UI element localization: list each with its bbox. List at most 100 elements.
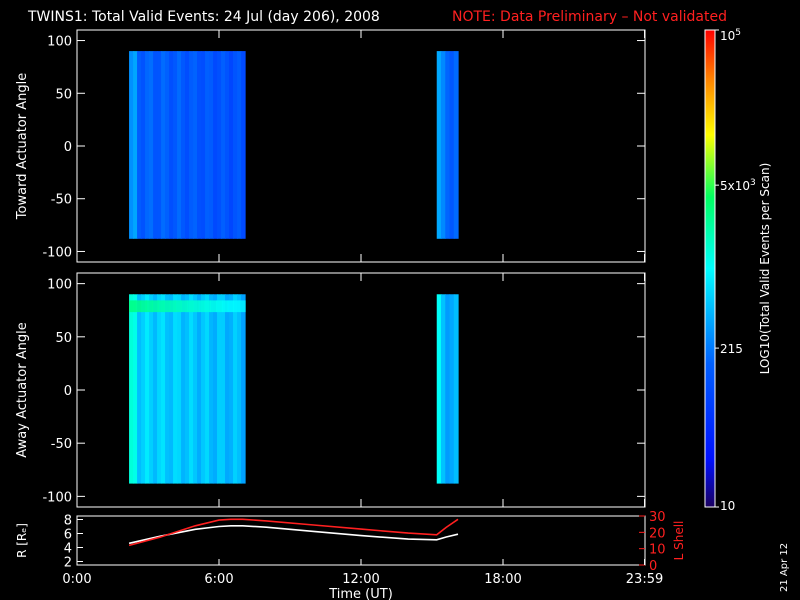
heatmap-column (193, 51, 198, 239)
heatmap-column (169, 51, 174, 239)
heatmap-column (221, 294, 226, 484)
y2-tick-label: 0 (649, 559, 657, 574)
heatmap-column (237, 294, 242, 484)
heatmap-column (157, 51, 162, 239)
x-tick-label: 6:00 (204, 572, 233, 587)
heatmap-column (133, 51, 138, 239)
heatmap-column (141, 51, 146, 239)
y-tick-label: 0 (64, 384, 72, 399)
heatmap-column (436, 51, 442, 239)
heatmap-column (229, 51, 234, 239)
y-tick-label: 6 (64, 528, 72, 543)
hot-band-cell (129, 300, 136, 313)
heatmap-column (213, 51, 218, 239)
y-tick-label: -100 (42, 490, 72, 505)
y-axis-label: Toward Actuator Angle (15, 73, 30, 220)
heatmap-column (165, 51, 170, 239)
toward-actuator-panel: -100 -50 0 50 100 Toward Actuator Angle (15, 29, 646, 263)
heatmap-column (137, 294, 142, 484)
hot-band-cell (140, 300, 148, 313)
y-tick-label: 100 (47, 278, 72, 293)
heatmap-column (173, 294, 178, 484)
hot-band-cell (134, 300, 142, 313)
colorbar-title: LOG10(Total Valid Events per Scan) (758, 163, 772, 375)
heatmap-block-1 (436, 51, 459, 239)
hot-band-cell (221, 300, 229, 313)
y-tick-label: -50 (51, 437, 72, 452)
y2-tick-label: 30 (649, 510, 666, 525)
heatmap-column (233, 51, 238, 239)
heatmap-block-0 (129, 51, 246, 239)
heatmap-column (145, 51, 150, 239)
hot-band-cell (198, 300, 206, 313)
date-stamp: 21 Apr 12 (779, 543, 790, 592)
heatmap-column (149, 294, 154, 484)
heatmap-column (129, 294, 134, 484)
heatmap-column (137, 51, 142, 239)
heatmap-column (445, 294, 451, 484)
heatmap-column (225, 51, 230, 239)
heatmap-column (205, 51, 210, 239)
x-axis-label: Time (UT) (328, 587, 393, 600)
y2-axis-label: L Shell (672, 521, 686, 561)
hot-band-cell (204, 300, 211, 313)
heatmap-column (197, 294, 202, 484)
heatmap-column (209, 294, 214, 484)
heatmap-column (209, 51, 214, 239)
heatmap-column (440, 294, 446, 484)
hot-band-cell (192, 300, 200, 313)
heatmap-column (233, 294, 238, 484)
colorbar-tick-label: 10 (720, 499, 735, 513)
y-axis-label: R [Rₑ] (15, 523, 29, 558)
y-tick-label: 4 (64, 542, 72, 557)
heatmap-column (185, 51, 190, 239)
heatmap-column (197, 51, 202, 239)
y-tick-label: -50 (51, 193, 72, 208)
hot-band-cell (239, 300, 246, 313)
hot-band-cell (169, 300, 177, 313)
heatmap-column (129, 51, 134, 239)
heatmap-column (169, 294, 174, 484)
hot-band-cell (152, 300, 159, 313)
heatmap-column (217, 51, 222, 239)
heatmap-column (453, 51, 459, 239)
y-tick-label: 100 (47, 35, 72, 50)
heatmap-column (201, 51, 206, 239)
heatmap-column (189, 294, 194, 484)
heatmap-column (449, 294, 455, 484)
heatmap-column (205, 294, 210, 484)
hot-band-cell (210, 300, 217, 313)
y-tick-label: 50 (55, 87, 72, 102)
y2-tick-label: 20 (649, 526, 666, 541)
colorbar-tick-label: 105 (720, 28, 741, 43)
away-actuator-panel: -100 -50 0 50 100 Away Actuator Angle (15, 272, 646, 508)
heatmap-column (241, 51, 246, 239)
heatmap-column (153, 294, 158, 484)
heatmap-column (193, 294, 198, 484)
heatmap-column (185, 294, 190, 484)
colorbar-tick-label: 5x103 (720, 178, 756, 193)
y-tick-label: -100 (42, 245, 72, 260)
hot-band-cell (227, 300, 235, 313)
heatmap-column (229, 294, 234, 484)
hot-band-cell (146, 300, 153, 313)
heatmap-column (133, 294, 138, 484)
heatmap-column (217, 294, 222, 484)
heatmap-column (145, 294, 150, 484)
preliminary-note: NOTE: Data Preliminary – Not validated (452, 9, 727, 25)
heatmap-column (221, 51, 226, 239)
heatmap-column (177, 294, 182, 484)
figure-title: TWINS1: Total Valid Events: 24 Jul (day … (27, 9, 380, 25)
heatmap-column (225, 294, 230, 484)
y-tick-label: 50 (55, 331, 72, 346)
hot-band-cell (216, 300, 223, 313)
y-tick-label: 8 (64, 514, 72, 529)
heatmap-block-0 (129, 294, 246, 484)
heatmap-column (189, 51, 194, 239)
hot-band-cell (181, 300, 188, 313)
hot-band-cell (163, 300, 171, 313)
heatmap-column (173, 51, 178, 239)
heatmap-column (440, 51, 446, 239)
heatmap-column (213, 294, 218, 484)
